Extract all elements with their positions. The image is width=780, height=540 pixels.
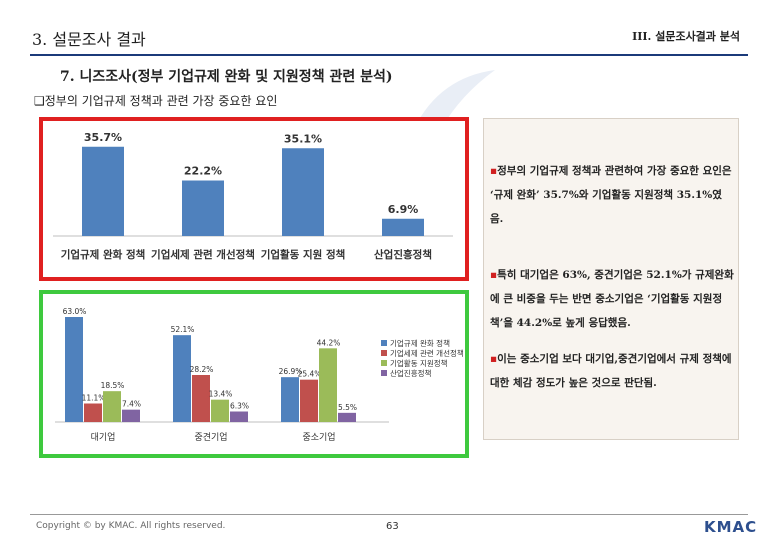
legend-label: 산업진흥정책 — [390, 368, 431, 378]
kmac-logo: KMAC — [704, 518, 758, 536]
bullet-marker-icon: ▪ — [490, 353, 498, 365]
legend-label: 기업규제 완화 정책 — [390, 338, 450, 348]
data-label: 6.9% — [388, 203, 419, 216]
legend-label: 기업활동 지원정책 — [390, 358, 448, 368]
bar — [84, 403, 102, 422]
data-label: 25.4% — [298, 370, 322, 379]
data-label: 22.2% — [184, 165, 222, 178]
bar — [319, 348, 337, 422]
analysis-paragraph-1: ▪정부의 기업규제 정책과 관련하여 가장 중요한 요인은 ‘규제 완화’ 35… — [490, 165, 732, 225]
bar — [82, 146, 124, 236]
bar — [192, 375, 210, 422]
data-label: 13.4% — [209, 390, 233, 399]
data-label: 11.1% — [82, 394, 106, 403]
legend-swatch — [381, 370, 387, 376]
category-label: 중소기업 — [302, 432, 335, 443]
data-label: 26.9% — [279, 367, 303, 376]
analysis-paragraph-3: ▪이는 중소기업 보다 대기업,중견기업에서 규제 정책에 대한 체감 정도가 … — [490, 353, 732, 389]
category-label: 대기업 — [91, 432, 116, 443]
data-label: 35.1% — [284, 132, 322, 145]
bar — [282, 148, 324, 236]
legend-swatch — [381, 340, 387, 346]
bar — [281, 377, 299, 422]
bar — [182, 180, 224, 236]
company-size-bar-chart: 63.0% 11.1% 18.5% 7.4% 대기업 52.1% 28.2% 13.4% 6.3… — [55, 307, 464, 443]
bar — [211, 399, 229, 422]
category-label: 기업활동 지원 정책 — [261, 248, 346, 261]
data-label: 44.2% — [317, 338, 341, 347]
bar — [122, 409, 140, 422]
slide-title: 3. 설문조사 결과 — [32, 30, 146, 49]
bullet-marker-icon: ▪ — [490, 269, 498, 281]
category-label: 기업세제 관련 개선정책 — [151, 248, 255, 261]
category-label: 중견기업 — [194, 431, 227, 443]
copyright-notice: Copyright © by KMAC. All rights reserved… — [36, 521, 226, 531]
section-label: III. 설문조사결과 분석 — [632, 30, 740, 43]
data-label: 5.5% — [338, 403, 357, 412]
bar — [382, 218, 424, 236]
overall-bar-chart: 35.7% 기업규제 완화 정책 22.2% 기업세제 관련 개선정책 35.1% 기업활… — [53, 131, 453, 261]
category-label: 기업규제 완화 정책 — [61, 248, 146, 261]
bar — [65, 317, 83, 422]
category-label: 산업진흥정책 — [374, 248, 432, 261]
data-label: 6.3% — [230, 402, 249, 411]
data-label: 7.4% — [122, 400, 141, 409]
footer-divider — [30, 514, 748, 515]
legend-swatch — [381, 360, 387, 366]
company-size-chart-frame: 63.0% 11.1% 18.5% 7.4% 대기업 52.1% 28.2% 13.4% 6.3… — [39, 290, 469, 458]
bar — [338, 412, 356, 422]
header-divider — [30, 54, 748, 56]
bar — [103, 391, 121, 422]
analysis-text-panel: ▪정부의 기업규제 정책과 관련하여 가장 중요한 요인은 ‘규제 완화’ 35… — [483, 118, 739, 440]
data-label: 28.2% — [190, 365, 214, 374]
data-label: 63.0% — [63, 307, 87, 316]
bar — [173, 335, 191, 422]
bar — [230, 411, 248, 422]
legend-label: 기업세제 관련 개선정책 — [390, 348, 464, 358]
bar — [300, 379, 318, 422]
bullet-marker-icon: ▪ — [490, 165, 498, 177]
legend-swatch — [381, 350, 387, 356]
data-label: 35.7% — [84, 131, 122, 144]
page-number: 63 — [386, 521, 399, 532]
data-label: 52.1% — [171, 325, 195, 334]
data-label: 18.5% — [101, 381, 125, 390]
overall-chart-frame: 35.7% 기업규제 완화 정책 22.2% 기업세제 관련 개선정책 35.1% 기업활… — [39, 117, 469, 281]
analysis-paragraph-2: ▪특히 대기업은 63%, 중견기업은 52.1%가 규제완화에 큰 비중을 두… — [490, 269, 734, 329]
page-subtitle: 7. 니즈조사(정부 기업규제 완화 및 지원정책 관련 분석) — [60, 69, 393, 85]
bullet-heading: ❑정부의 기업규제 정책과 관련 가장 중요한 요인 — [34, 94, 278, 108]
